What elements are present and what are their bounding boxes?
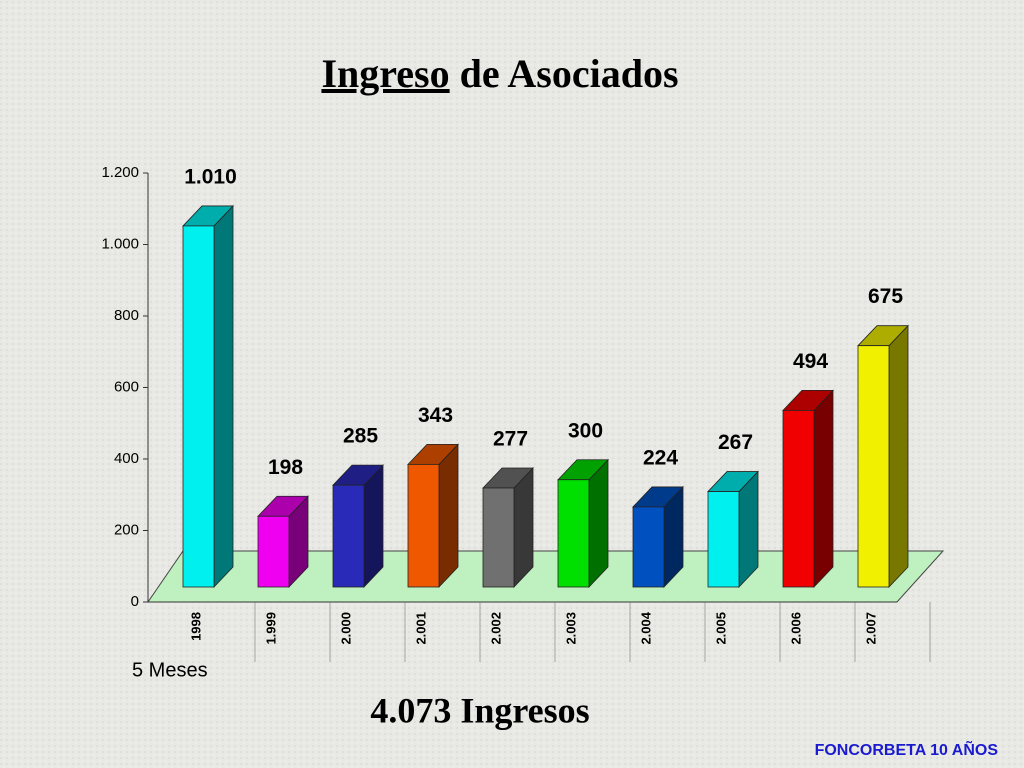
bar (407, 463, 440, 588)
y-tick-label: 600 (114, 378, 139, 395)
data-label: 675 (868, 285, 903, 308)
bar-side (513, 466, 534, 589)
bar-side (813, 389, 834, 589)
bar (332, 484, 365, 588)
data-label: 224 (643, 446, 678, 469)
x-tick-label: 2.005 (713, 612, 728, 645)
bar (707, 491, 740, 588)
x-tick-label: 2.004 (638, 611, 653, 644)
data-label: 343 (418, 404, 453, 427)
bar (632, 506, 665, 588)
x-tick-label: 2.001 (413, 612, 428, 645)
x-tick-label: 2.002 (488, 612, 503, 645)
bar (782, 409, 815, 588)
bar (182, 225, 215, 588)
bar (557, 479, 590, 588)
bar (482, 487, 515, 588)
x-tick-label: 2.000 (338, 612, 353, 645)
bar (857, 345, 890, 588)
y-tick-label: 200 (114, 521, 139, 538)
x-tick-label: 2.006 (788, 612, 803, 645)
data-label: 277 (493, 428, 528, 451)
data-label: 267 (718, 431, 753, 454)
bar-side (213, 204, 234, 589)
annotation: 5 Meses (132, 659, 208, 681)
x-tick-label: 1998 (188, 612, 203, 641)
x-tick-label: 1.999 (263, 612, 278, 645)
bar-side (363, 464, 384, 589)
x-tick-label: 2.007 (863, 612, 878, 645)
bar (257, 515, 290, 588)
y-tick-label: 1.000 (101, 235, 139, 252)
bar-side (438, 443, 459, 589)
bar-side (588, 458, 609, 589)
data-label: 285 (343, 425, 378, 448)
x-tick-label: 2.003 (563, 612, 578, 645)
annotation: 4.073 Ingresos (370, 690, 589, 730)
data-label: 494 (793, 350, 828, 373)
y-tick-label: 1.200 (101, 164, 139, 181)
data-label: 1.010 (184, 165, 237, 188)
footer: FONCORBETA 10 AÑOS (815, 739, 999, 759)
bar-side (888, 324, 909, 589)
chart-title: Ingreso de Asociados (321, 51, 678, 96)
data-label: 300 (568, 419, 603, 442)
y-tick-label: 800 (114, 307, 139, 324)
y-tick-label: 400 (114, 450, 139, 467)
data-label: 198 (268, 456, 303, 479)
y-tick-label: 0 (131, 593, 139, 610)
